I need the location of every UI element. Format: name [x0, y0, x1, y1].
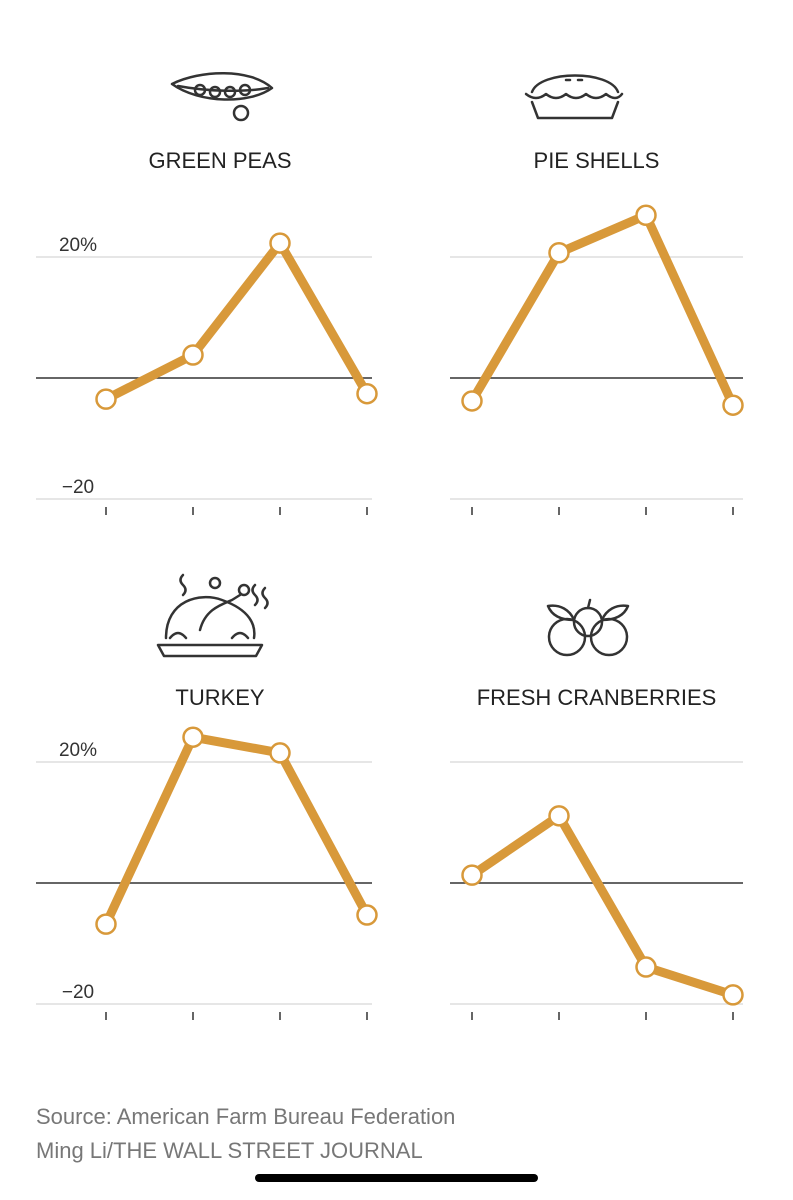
source-note: Source: American Farm Bureau Federation [36, 1104, 455, 1129]
data-point [722, 394, 744, 416]
panel-title: FRESH CRANBERRIES [477, 685, 717, 710]
data-point [356, 382, 378, 405]
data-point [95, 388, 117, 410]
data-point [269, 742, 291, 764]
y-tick-label: 20% [59, 235, 97, 256]
data-point [182, 344, 204, 366]
data-point [356, 904, 378, 926]
data-point [182, 726, 204, 748]
credit-note: Ming Li/THE WALL STREET JOURNAL [36, 1138, 423, 1163]
data-point [461, 864, 483, 886]
cranberry-icon [546, 598, 630, 657]
data-point [95, 913, 117, 935]
data-point [635, 956, 657, 978]
panel-title: PIE SHELLS [534, 148, 660, 173]
home-indicator [255, 1174, 538, 1182]
data-point [548, 242, 570, 264]
data-point [722, 984, 744, 1006]
data-point [269, 232, 291, 254]
series-line [101, 732, 371, 927]
pie-icon [524, 74, 624, 120]
series-line [103, 238, 371, 404]
panel-title: TURKEY [175, 685, 265, 710]
panel-title: GREEN PEAS [148, 148, 291, 173]
turkey-icon [156, 573, 269, 658]
data-point [548, 805, 570, 827]
y-tick-label: 20% [59, 740, 97, 761]
data-point [635, 204, 657, 227]
series-line [469, 811, 735, 1000]
peas-icon [170, 72, 274, 122]
y-tick-label: −20 [62, 982, 94, 1003]
series-line [468, 210, 738, 408]
y-tick-label: −20 [62, 477, 94, 498]
data-point [461, 390, 483, 412]
